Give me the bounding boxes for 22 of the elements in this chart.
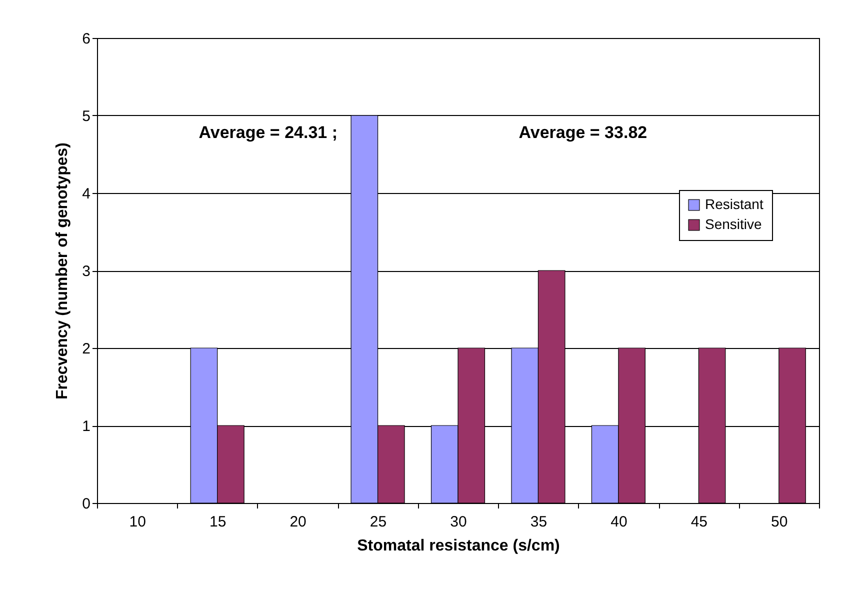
x-tick-label: 35 — [530, 514, 548, 530]
y-tick-label: 6 — [82, 30, 90, 48]
legend-label: Resistant — [705, 196, 764, 212]
annotation: Average = 24.31 ; — [198, 123, 338, 142]
legend-label: Sensitive — [705, 216, 762, 232]
y-tick-label: 4 — [82, 186, 90, 202]
x-tick-label: 15 — [209, 514, 226, 530]
y-tick-label: 2 — [82, 340, 90, 358]
y-tick-label: 1 — [82, 418, 90, 435]
x-tick-label: 30 — [450, 514, 467, 530]
y-tick-label: 0 — [82, 496, 90, 512]
x-tick-label: 10 — [129, 514, 146, 530]
y-tick-label: 3 — [82, 263, 90, 280]
x-axis-title: Stomatal resistance (s/cm) — [357, 538, 560, 554]
x-tick-label: 25 — [370, 514, 387, 530]
y-tick-label: 5 — [82, 108, 90, 125]
x-tick-label: 45 — [690, 514, 708, 530]
x-tick-label: 40 — [610, 514, 628, 530]
annotation: Average = 33.82 — [518, 123, 648, 142]
x-tick-label: 20 — [290, 514, 306, 530]
y-axis-title: Frecvency (number of genotypes) — [54, 142, 72, 400]
x-tick-label: 50 — [771, 514, 788, 530]
